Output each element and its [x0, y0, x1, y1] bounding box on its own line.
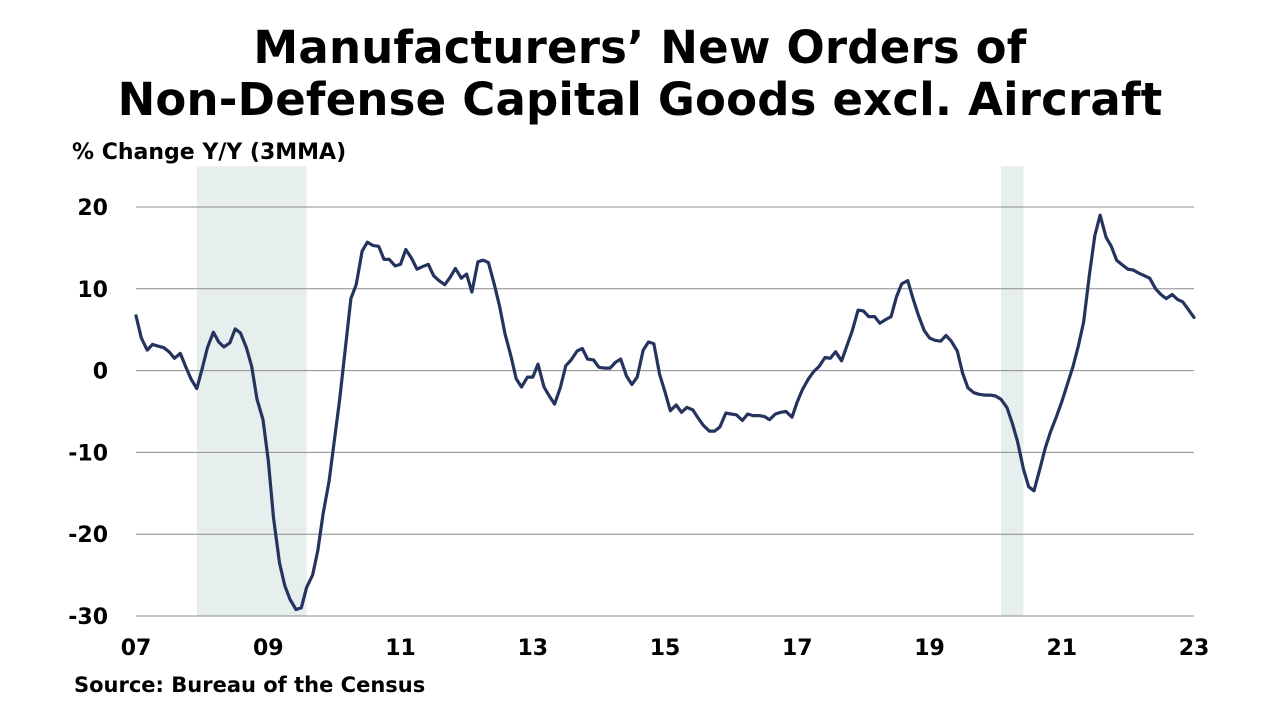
y-axis-ticks: 20 10 0 -10 -20 -30 — [68, 196, 108, 630]
recession-band-1 — [196, 166, 307, 616]
x-tick-label-8: 23 — [1179, 636, 1210, 661]
recession-band-2 — [1000, 166, 1024, 616]
y-tick-label-3: -10 — [68, 441, 108, 466]
x-axis-ticks: 07 09 11 13 15 17 19 21 23 — [121, 636, 1210, 661]
y-tick-label-2: 0 — [93, 360, 108, 385]
x-tick-label-2: 11 — [385, 636, 416, 661]
x-tick-label-6: 19 — [914, 636, 945, 661]
source-note: Source: Bureau of the Census — [74, 673, 426, 697]
recession-bands — [196, 166, 1024, 616]
x-tick-label-0: 07 — [121, 636, 152, 661]
x-tick-label-1: 09 — [253, 636, 284, 661]
gridlines — [136, 206, 1194, 617]
x-tick-label-4: 15 — [650, 636, 681, 661]
y-tick-label-0: 20 — [77, 196, 108, 221]
series-lines — [134, 213, 1196, 612]
y-tick-label-4: -20 — [68, 523, 108, 548]
series-line-1 — [134, 213, 1196, 612]
chart-title: Manufacturers’ New Orders of Non-Defense… — [0, 22, 1280, 126]
y-tick-label-5: -30 — [68, 605, 108, 630]
x-tick-label-7: 21 — [1046, 636, 1077, 661]
chart-title-line-1: Manufacturers’ New Orders of — [253, 21, 1027, 74]
chart-title-line-2: Non-Defense Capital Goods excl. Aircraft — [117, 73, 1163, 126]
x-tick-label-5: 17 — [782, 636, 813, 661]
y-axis-label: % Change Y/Y (3MMA) — [72, 140, 347, 165]
x-tick-label-3: 13 — [517, 636, 548, 661]
y-tick-label-1: 10 — [77, 278, 108, 303]
